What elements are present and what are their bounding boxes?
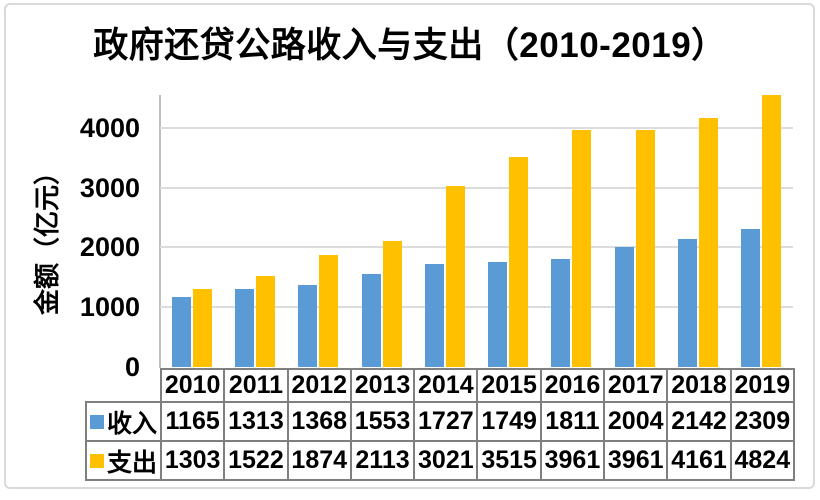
income-value-2014: 1727 [413,401,479,442]
expense-value-2011: 1522 [223,440,289,481]
data-table: 2010 2011 2012 2013 2014 2015 2016 2017 2018 2019… [85,368,795,481]
expense-value-2012: 1874 [286,440,352,481]
income-value-2015: 1749 [476,401,542,442]
y-tick-0: 0 [124,352,140,382]
expense-bar-2011 [255,276,275,367]
y-tick-4000: 4000 [79,112,140,143]
y-tick-2000: 2000 [79,232,140,263]
income-bar-2012 [298,285,318,367]
year-cell-2010: 2010 [159,368,226,403]
bar-group-2012 [287,95,350,367]
year-cell-2013: 2013 [349,368,416,403]
expense-value-2019: 4824 [729,440,795,481]
income-value-2012: 1368 [286,401,352,442]
expense-row: 支出 1303 1522 1874 2113 3021 3515 3961 3961 4161 48… [85,440,795,481]
income-bar-2013 [361,274,381,367]
bar-group-2017 [603,95,666,367]
income-bar-2019 [741,229,761,367]
expense-value-2014: 3021 [413,440,479,481]
expense-bar-2012 [319,255,339,367]
legend-income: 收入 [85,401,162,442]
expense-bar-2013 [382,240,402,367]
income-bar-2015 [488,262,508,367]
year-cell-2018: 2018 [666,368,732,403]
bar-group-2014 [413,95,476,367]
expense-value-2010: 1303 [159,440,226,481]
income-value-2013: 1553 [349,401,416,442]
year-header-row: 2010 2011 2012 2013 2014 2015 2016 2017 2018 2019 [86,368,795,403]
expense-value-2013: 2113 [349,440,416,481]
gridline-3000 [160,186,793,189]
gridline-2000 [160,246,793,249]
income-value-2010: 1165 [159,401,226,442]
bar-group-2016 [540,95,603,367]
expense-legend-key-icon [90,453,104,468]
income-value-2016: 1811 [539,401,606,442]
income-bar-2014 [424,263,444,367]
bar-group-2015 [477,95,540,367]
gridline-4000 [160,126,793,129]
bar-group-2011 [223,95,286,367]
income-bar-2016 [551,258,571,367]
legend-expense: 支出 [85,440,162,481]
y-tick-3000: 3000 [79,172,140,203]
expense-bar-2014 [445,186,465,367]
income-value-2017: 2004 [603,401,669,442]
expense-value-2017: 3961 [603,440,669,481]
income-value-2018: 2142 [666,401,732,442]
gridline-1000 [160,306,793,309]
year-cell-2012: 2012 [286,368,352,403]
income-value-2019: 2309 [729,401,795,442]
expense-bar-2018 [699,118,719,367]
expense-bar-2015 [509,156,529,367]
year-cell-2011: 2011 [223,368,289,403]
expense-legend-label: 支出 [107,448,158,477]
income-legend-key-icon [90,414,104,429]
bar-group-2019 [730,95,793,367]
table-corner-cell [86,369,161,402]
expense-bar-2019 [762,95,782,367]
expense-bar-2010 [192,289,212,367]
expense-value-2015: 3515 [476,440,542,481]
chart-title: 政府还贷公路收入与支出（2010-2019） [93,26,727,65]
expense-value-2016: 3961 [539,440,606,481]
year-cell-2016: 2016 [539,368,606,403]
year-cell-2019: 2019 [729,368,795,403]
expense-value-2018: 4161 [666,440,732,481]
income-row: 收入 1165 1313 1368 1553 1727 1749 1811 2004 2142 23… [85,401,795,442]
y-axis-line [159,95,161,368]
income-legend-label: 收入 [107,409,158,438]
year-cell-2017: 2017 [603,368,669,403]
year-cell-2015: 2015 [476,368,542,403]
plot-area [160,95,793,367]
income-value-2011: 1313 [223,401,289,442]
income-bar-2010 [171,297,191,367]
expense-bar-2017 [635,130,655,367]
bar-group-2013 [350,95,413,367]
income-bar-2011 [234,288,254,367]
y-tick-1000: 1000 [79,292,140,323]
bar-group-2010 [160,95,223,367]
year-cell-2014: 2014 [413,368,479,403]
income-bar-2018 [678,239,698,367]
bar-group-2018 [666,95,729,367]
income-bar-2017 [614,247,634,367]
expense-bar-2016 [572,130,592,367]
